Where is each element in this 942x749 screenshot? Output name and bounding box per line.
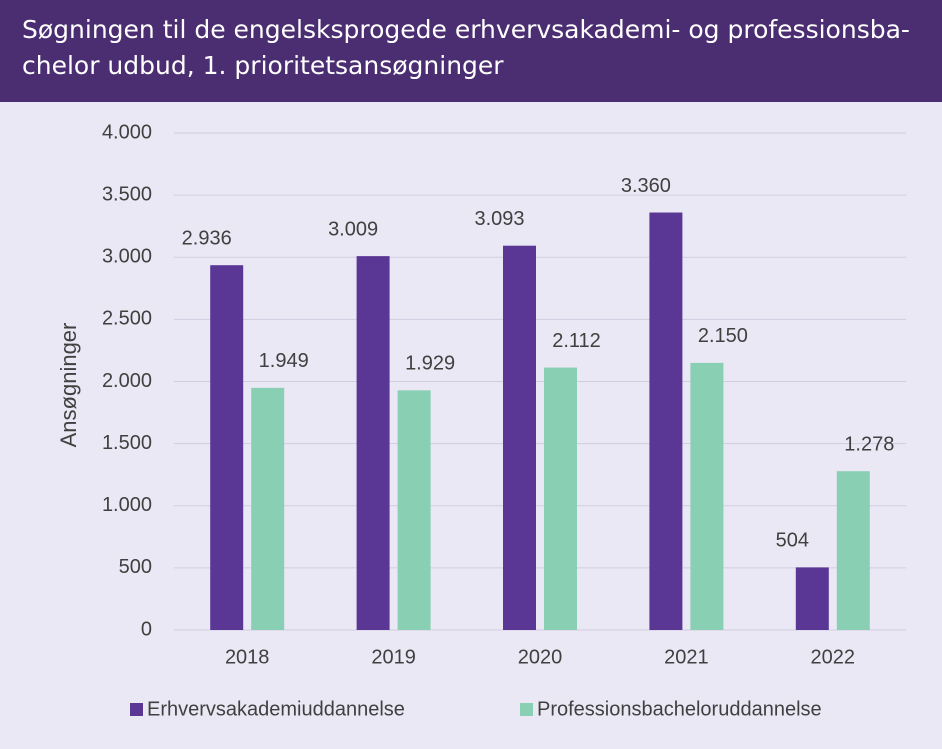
data-label: 504 bbox=[776, 530, 809, 552]
chart-title: chelor udbud, 1. prioritetsansøgninger bbox=[22, 51, 504, 80]
data-label: 3.093 bbox=[474, 208, 524, 230]
y-tick-label: 1.500 bbox=[102, 432, 152, 454]
x-tick-label: 2018 bbox=[225, 646, 270, 668]
data-label: 1.949 bbox=[259, 350, 309, 372]
bar bbox=[836, 471, 870, 630]
y-tick-label: 1.000 bbox=[102, 494, 152, 516]
x-tick-label: 2019 bbox=[371, 646, 416, 668]
y-tick-label: 2.000 bbox=[102, 370, 152, 392]
x-tick-label: 2021 bbox=[664, 646, 709, 668]
y-tick-label: 0 bbox=[141, 618, 152, 640]
bar bbox=[251, 387, 285, 630]
bar bbox=[210, 265, 244, 630]
bar bbox=[649, 212, 683, 630]
legend-swatch bbox=[520, 703, 533, 716]
chart-title: Søgningen til de engelsksprogede erhverv… bbox=[22, 15, 910, 44]
x-tick-label: 2020 bbox=[518, 646, 563, 668]
y-tick-label: 500 bbox=[119, 556, 152, 578]
title-bar: Søgningen til de engelsksprogede erhverv… bbox=[0, 0, 942, 102]
y-axis-label: Ansøgninger bbox=[56, 323, 81, 448]
data-label: 1.929 bbox=[405, 353, 455, 375]
data-label: 3.360 bbox=[621, 175, 671, 197]
bar bbox=[795, 567, 829, 630]
bar bbox=[503, 245, 536, 630]
data-label: 2.112 bbox=[552, 330, 601, 352]
data-label: 2.936 bbox=[182, 227, 232, 249]
legend-label: Erhvervsakademiuddannelse bbox=[147, 698, 405, 720]
legend-label: Professionsbacheloruddannelse bbox=[537, 698, 822, 720]
bar bbox=[397, 390, 431, 630]
y-tick-label: 4.000 bbox=[102, 121, 152, 143]
x-tick-label: 2022 bbox=[811, 646, 856, 668]
y-tick-label: 2.500 bbox=[102, 308, 152, 330]
data-label: 2.150 bbox=[698, 325, 748, 347]
bar bbox=[690, 362, 724, 630]
y-tick-label: 3.000 bbox=[102, 246, 152, 268]
bar bbox=[356, 256, 390, 630]
data-label: 1.278 bbox=[844, 433, 894, 455]
y-tick-label: 3.500 bbox=[102, 183, 152, 205]
bar bbox=[544, 367, 577, 630]
data-label: 3.009 bbox=[328, 218, 378, 240]
legend-swatch bbox=[130, 703, 143, 716]
